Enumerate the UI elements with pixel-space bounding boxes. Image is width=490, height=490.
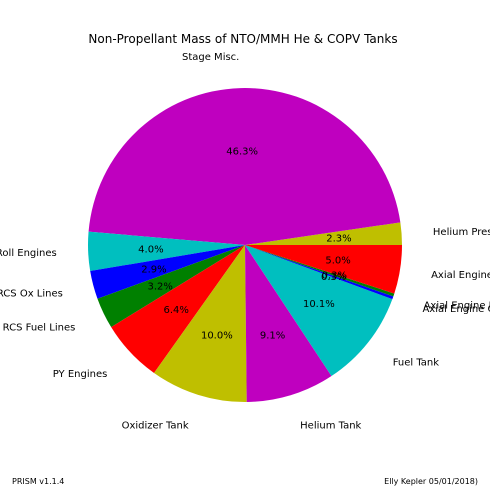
slice-axial-engines [245, 245, 403, 294]
slice-py-engines [111, 245, 245, 373]
percent-label-rcs-ox-lines: 2.9% [141, 265, 166, 276]
slice-roll-engines [88, 231, 245, 272]
slice-label-helium-pressurant: Helium Pressurant [433, 227, 490, 238]
slice-axial-engine-ox-lines [245, 245, 394, 300]
percent-label-fuel-tank: 10.1% [303, 299, 335, 310]
slice-helium-pressurant [245, 222, 402, 245]
slice-label-roll-engines: Roll Engines [0, 248, 57, 259]
slice-fuel-tank [245, 245, 393, 377]
slice-label-axial-engine-fuel-lines: Axial Engine Fuel Lines [424, 300, 490, 311]
percent-label-roll-engines: 4.0% [138, 244, 163, 255]
pie-percent-labels: 2.3% 46.3% 4.0% 2.9% 3.2% 6.4% 10.0% 9.1% 10.1% 0… [138, 146, 351, 341]
slice-rcs-ox-lines [90, 245, 245, 299]
chart-title: Non-Propellant Mass of NTO/MMH He & COPV… [88, 32, 397, 46]
slice-helium-tank [245, 245, 332, 402]
percent-label-axial-engines: 5.0% [325, 255, 350, 266]
slice-oxidizer-tank [154, 245, 247, 402]
slice-label-axial-engine-ox-lines: Axial Engine Ox Lines [422, 304, 490, 315]
slice-label-fuel-tank: Fuel Tank [393, 357, 440, 368]
percent-label-py-engines: 6.4% [163, 305, 188, 316]
slice-label-stage-misc: Stage Misc. [182, 52, 239, 63]
pie-slice-labels: Helium Pressurant Stage Misc. Roll Engines… [0, 52, 490, 431]
slice-label-rcs-fuel-lines: RCS Fuel Lines [3, 322, 76, 333]
slice-label-helium-tank: Helium Tank [300, 421, 361, 432]
footer-version: PRISM v1.1.4 [12, 477, 65, 486]
percent-label-oxidizer-tank: 10.0% [201, 330, 233, 341]
percent-label-helium-pressurant: 2.3% [326, 234, 351, 245]
slice-axial-engine-fuel-lines [245, 245, 395, 297]
percent-label-axial-engine-ox-lines: 0.3% [321, 272, 346, 283]
footer-author: Elly Kepler 05/01/2018) [384, 477, 478, 486]
pie-slices [88, 88, 403, 402]
percent-label-axial-engine-fuel-lines: 0.3% [322, 270, 347, 281]
slice-label-axial-engines: Axial Engines [431, 270, 490, 281]
slice-rcs-fuel-lines [97, 245, 245, 328]
percent-label-rcs-fuel-lines: 3.2% [147, 281, 172, 292]
percent-label-stage-misc: 46.3% [226, 146, 258, 157]
slice-label-py-engines: PY Engines [53, 369, 108, 380]
slice-stage-misc [88, 88, 401, 245]
slice-label-rcs-ox-lines: RCS Ox Lines [0, 289, 63, 300]
percent-label-helium-tank: 9.1% [260, 331, 285, 342]
slice-label-oxidizer-tank: Oxidizer Tank [122, 420, 189, 431]
